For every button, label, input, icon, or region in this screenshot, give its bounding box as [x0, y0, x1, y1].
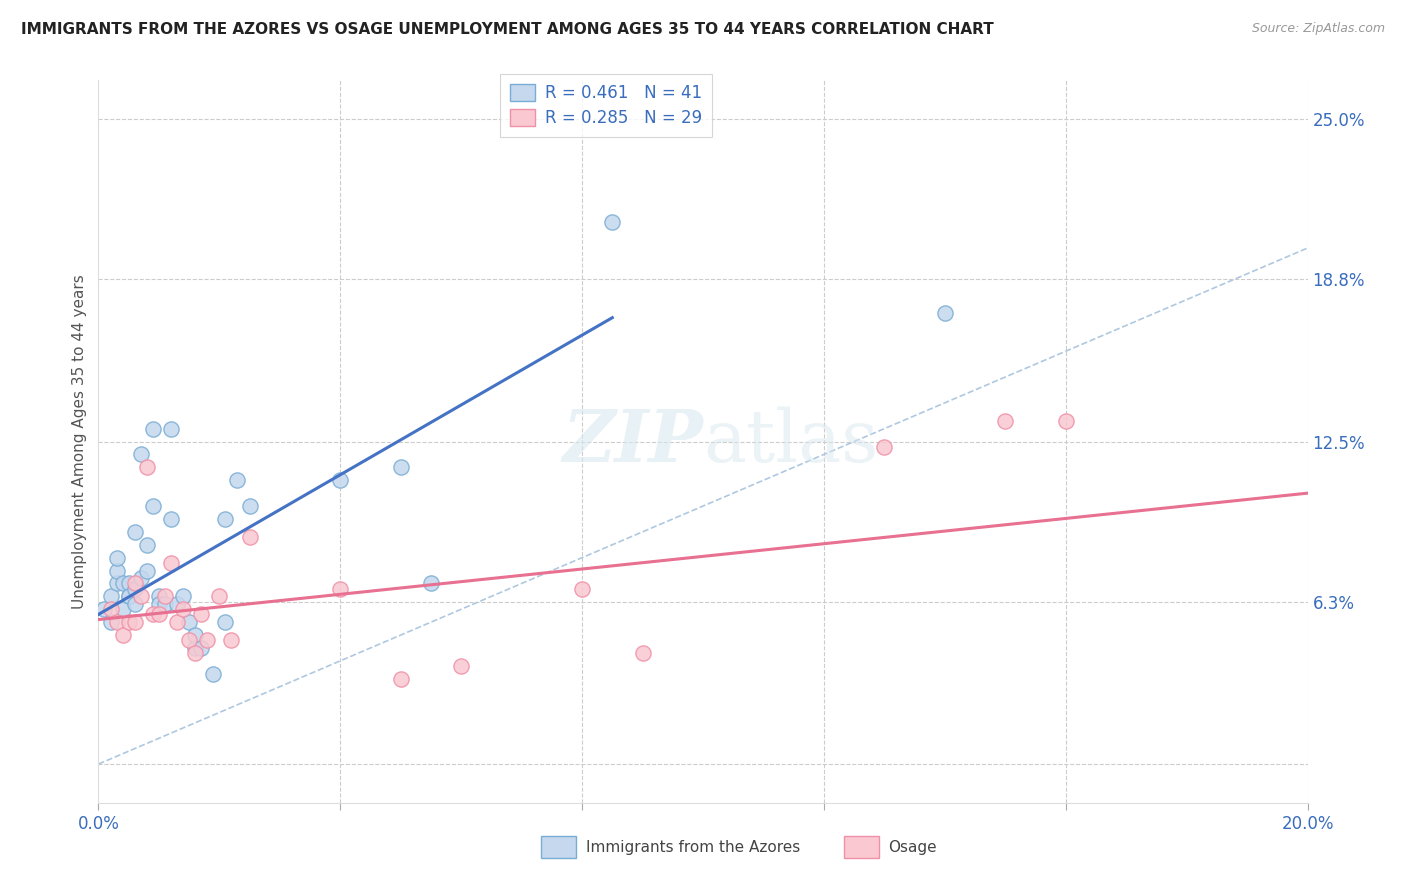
- Point: [190, 607, 212, 622]
- Point: [1054, 414, 1077, 428]
- Point: [179, 633, 201, 648]
- Text: ZIP: ZIP: [562, 406, 703, 477]
- Point: [118, 576, 141, 591]
- Point: [124, 576, 146, 591]
- Point: [160, 422, 183, 436]
- Point: [105, 564, 128, 578]
- Point: [111, 602, 134, 616]
- Bar: [541, 836, 576, 858]
- Point: [105, 576, 128, 591]
- Point: [153, 590, 176, 604]
- Point: [172, 602, 194, 616]
- Point: [994, 414, 1017, 428]
- Point: [571, 582, 593, 596]
- Point: [142, 607, 165, 622]
- Point: [129, 447, 152, 461]
- Point: [166, 597, 188, 611]
- Legend: R = 0.461   N = 41, R = 0.285   N = 29: R = 0.461 N = 41, R = 0.285 N = 29: [501, 74, 713, 137]
- Point: [135, 460, 157, 475]
- Point: [190, 640, 212, 655]
- Point: [389, 460, 412, 475]
- Point: [160, 556, 183, 570]
- Point: [142, 422, 165, 436]
- Point: [100, 590, 122, 604]
- Point: [124, 582, 146, 596]
- Point: [129, 571, 152, 585]
- Point: [105, 550, 128, 565]
- Text: IMMIGRANTS FROM THE AZORES VS OSAGE UNEMPLOYMENT AMONG AGES 35 TO 44 YEARS CORRE: IMMIGRANTS FROM THE AZORES VS OSAGE UNEM…: [21, 22, 994, 37]
- Point: [239, 499, 262, 513]
- Point: [239, 530, 262, 544]
- Point: [135, 564, 157, 578]
- Point: [184, 646, 207, 660]
- Point: [602, 215, 624, 229]
- Point: [124, 615, 146, 630]
- Point: [153, 597, 176, 611]
- Point: [214, 512, 236, 526]
- Point: [111, 628, 134, 642]
- Point: [195, 633, 218, 648]
- Point: [172, 590, 194, 604]
- Point: [934, 305, 956, 319]
- Point: [221, 633, 243, 648]
- Point: [100, 602, 122, 616]
- Point: [420, 576, 443, 591]
- Point: [208, 590, 231, 604]
- Point: [873, 440, 896, 454]
- Point: [202, 666, 225, 681]
- Point: [93, 602, 115, 616]
- Text: atlas: atlas: [703, 406, 879, 477]
- Point: [100, 615, 122, 630]
- Point: [124, 597, 146, 611]
- Bar: [844, 836, 879, 858]
- Point: [129, 590, 152, 604]
- Text: Immigrants from the Azores: Immigrants from the Azores: [586, 840, 800, 855]
- Point: [389, 672, 412, 686]
- Point: [184, 628, 207, 642]
- Point: [135, 538, 157, 552]
- Point: [148, 597, 170, 611]
- Point: [148, 590, 170, 604]
- Point: [118, 590, 141, 604]
- Point: [118, 590, 141, 604]
- Point: [179, 615, 201, 630]
- Point: [160, 512, 183, 526]
- Text: Osage: Osage: [889, 840, 938, 855]
- Point: [124, 524, 146, 539]
- Point: [329, 582, 352, 596]
- Point: [329, 473, 352, 487]
- Point: [148, 607, 170, 622]
- Point: [118, 615, 141, 630]
- Point: [105, 615, 128, 630]
- Point: [450, 659, 472, 673]
- Point: [631, 646, 654, 660]
- Point: [184, 640, 207, 655]
- Point: [111, 576, 134, 591]
- Text: Source: ZipAtlas.com: Source: ZipAtlas.com: [1251, 22, 1385, 36]
- Point: [142, 499, 165, 513]
- Point: [166, 615, 188, 630]
- Point: [214, 615, 236, 630]
- Point: [226, 473, 249, 487]
- Y-axis label: Unemployment Among Ages 35 to 44 years: Unemployment Among Ages 35 to 44 years: [72, 274, 87, 609]
